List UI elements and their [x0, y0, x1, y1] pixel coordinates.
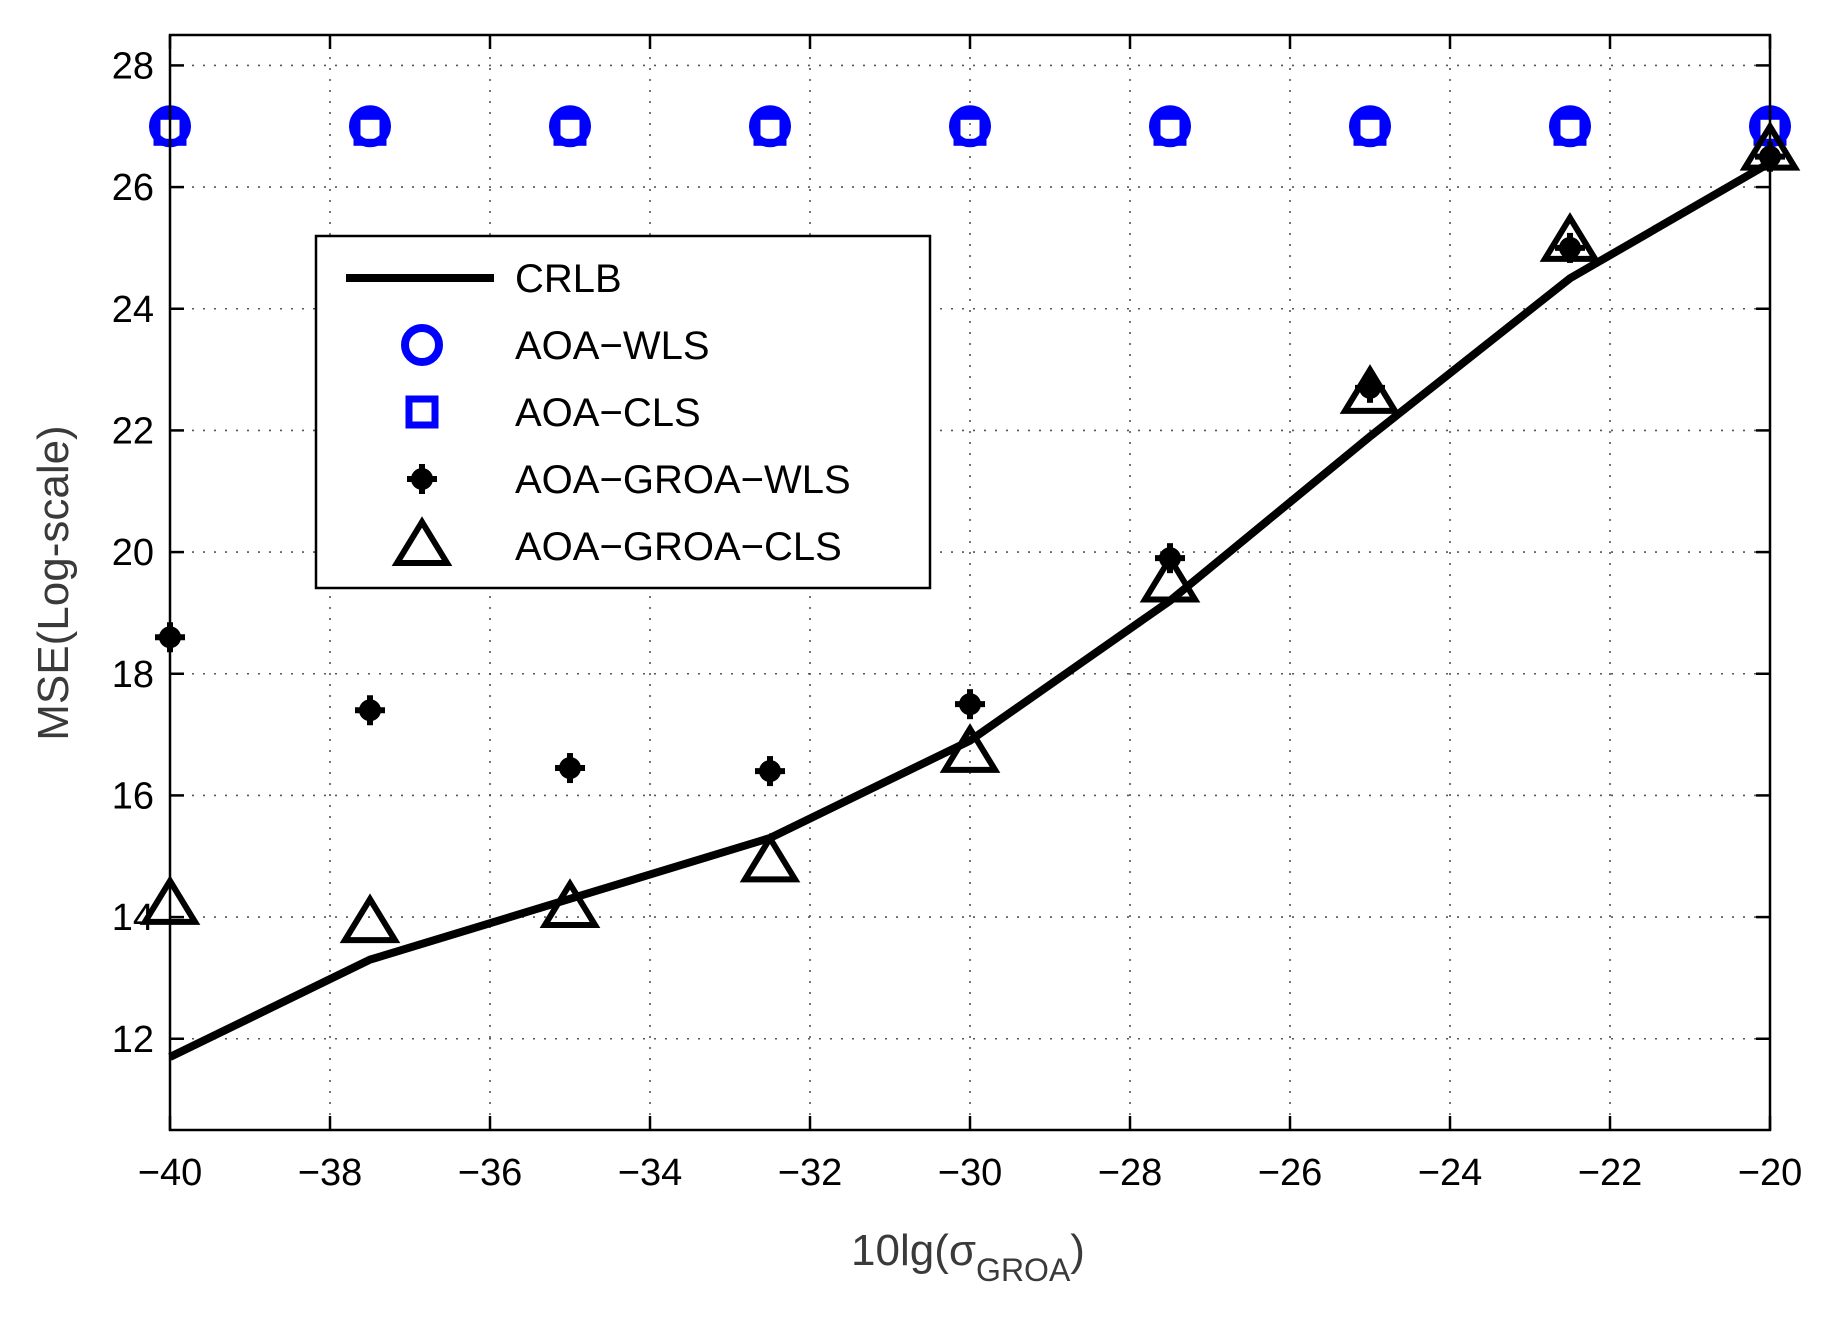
- legend-marker-swatch: [405, 395, 439, 429]
- x-tick-label: −34: [618, 1152, 682, 1194]
- aoa-cls-point: [753, 112, 787, 146]
- crlb-line: [168, 159, 1773, 1061]
- aoa-groa-cls-point: [1539, 212, 1601, 262]
- legend-entry-aoa-groa-cls: AOA−GROA−CLS: [391, 516, 842, 569]
- x-axis-label: 10lg(σGROA): [851, 1226, 1085, 1288]
- y-tick-label: 28: [112, 45, 154, 87]
- y-axis-label: MSE(Log-scale): [29, 425, 78, 740]
- aoa-cls-point: [1153, 112, 1187, 146]
- aoa-groa-cls-point: [539, 878, 601, 928]
- series-crlb: [168, 159, 1773, 1061]
- x-tick-label: −32: [778, 1152, 842, 1194]
- y-tick-label: 18: [112, 654, 154, 696]
- aoa-cls-point: [1353, 112, 1387, 146]
- y-tick-label: 20: [112, 532, 154, 574]
- aoa-cls-point: [1553, 112, 1587, 146]
- legend-label: AOA−GROA−CLS: [515, 525, 842, 569]
- legend: CRLB AOA−WLS AOA−CLS AOA−GROA−WLS AOA−GROA−C…: [314, 234, 932, 590]
- legend-marker-swatch: [401, 324, 443, 366]
- legend-marker-swatch: [407, 464, 437, 494]
- legend-label: AOA−CLS: [515, 391, 701, 435]
- y-tick-label: 22: [112, 410, 154, 452]
- x-tick-label: −20: [1738, 1152, 1802, 1194]
- y-tick-label: 24: [112, 289, 154, 331]
- legend-marker-swatch: [391, 516, 453, 566]
- legend-label: AOA−WLS: [515, 324, 710, 368]
- aoa-groa-cls-point: [1339, 364, 1401, 414]
- x-tick-label: −30: [938, 1152, 1002, 1194]
- ticks: −40 −38 −36 −34 −32 −30 −28 −26 −24 −22 −201214161…: [112, 35, 1802, 1194]
- legend-entry-aoa-cls: AOA−CLS: [405, 391, 701, 435]
- aoa-groa-cls-point: [939, 723, 1001, 773]
- plot-frame: [168, 33, 1772, 1132]
- aoa-groa-cls-point: [339, 893, 401, 944]
- x-tick-label: −38: [298, 1152, 362, 1194]
- x-tick-label: −40: [138, 1152, 202, 1194]
- aoa-cls-point: [953, 112, 987, 146]
- aoa-groa-wls-point: [1555, 232, 1585, 263]
- x-tick-label: −24: [1418, 1152, 1482, 1194]
- legend-entry-crlb: CRLB: [346, 257, 622, 301]
- aoa-cls-point: [553, 112, 587, 146]
- aoa-groa-wls-point: [755, 756, 785, 787]
- aoa-groa-cls-point: [1139, 552, 1201, 603]
- x-tick-label: −28: [1098, 1152, 1162, 1194]
- legend-label: CRLB: [515, 257, 622, 301]
- legend-label: AOA−GROA−WLS: [515, 458, 851, 502]
- y-tick-label: 16: [112, 775, 154, 817]
- aoa-groa-wls-point: [555, 753, 585, 784]
- x-tick-label: −26: [1258, 1152, 1322, 1194]
- aoa-groa-wls-point: [955, 689, 985, 720]
- y-tick-label: 12: [112, 1019, 154, 1061]
- y-tick-label: 26: [112, 167, 154, 209]
- aoa-groa-cls-point: [739, 832, 801, 883]
- legend-entry-aoa-wls: AOA−WLS: [401, 324, 710, 368]
- x-tick-label: −22: [1578, 1152, 1642, 1194]
- aoa-groa-wls-point: [355, 695, 385, 726]
- x-tick-label: −36: [458, 1152, 522, 1194]
- legend-entry-aoa-groa-wls: AOA−GROA−WLS: [407, 458, 851, 502]
- aoa-cls-point: [353, 112, 387, 146]
